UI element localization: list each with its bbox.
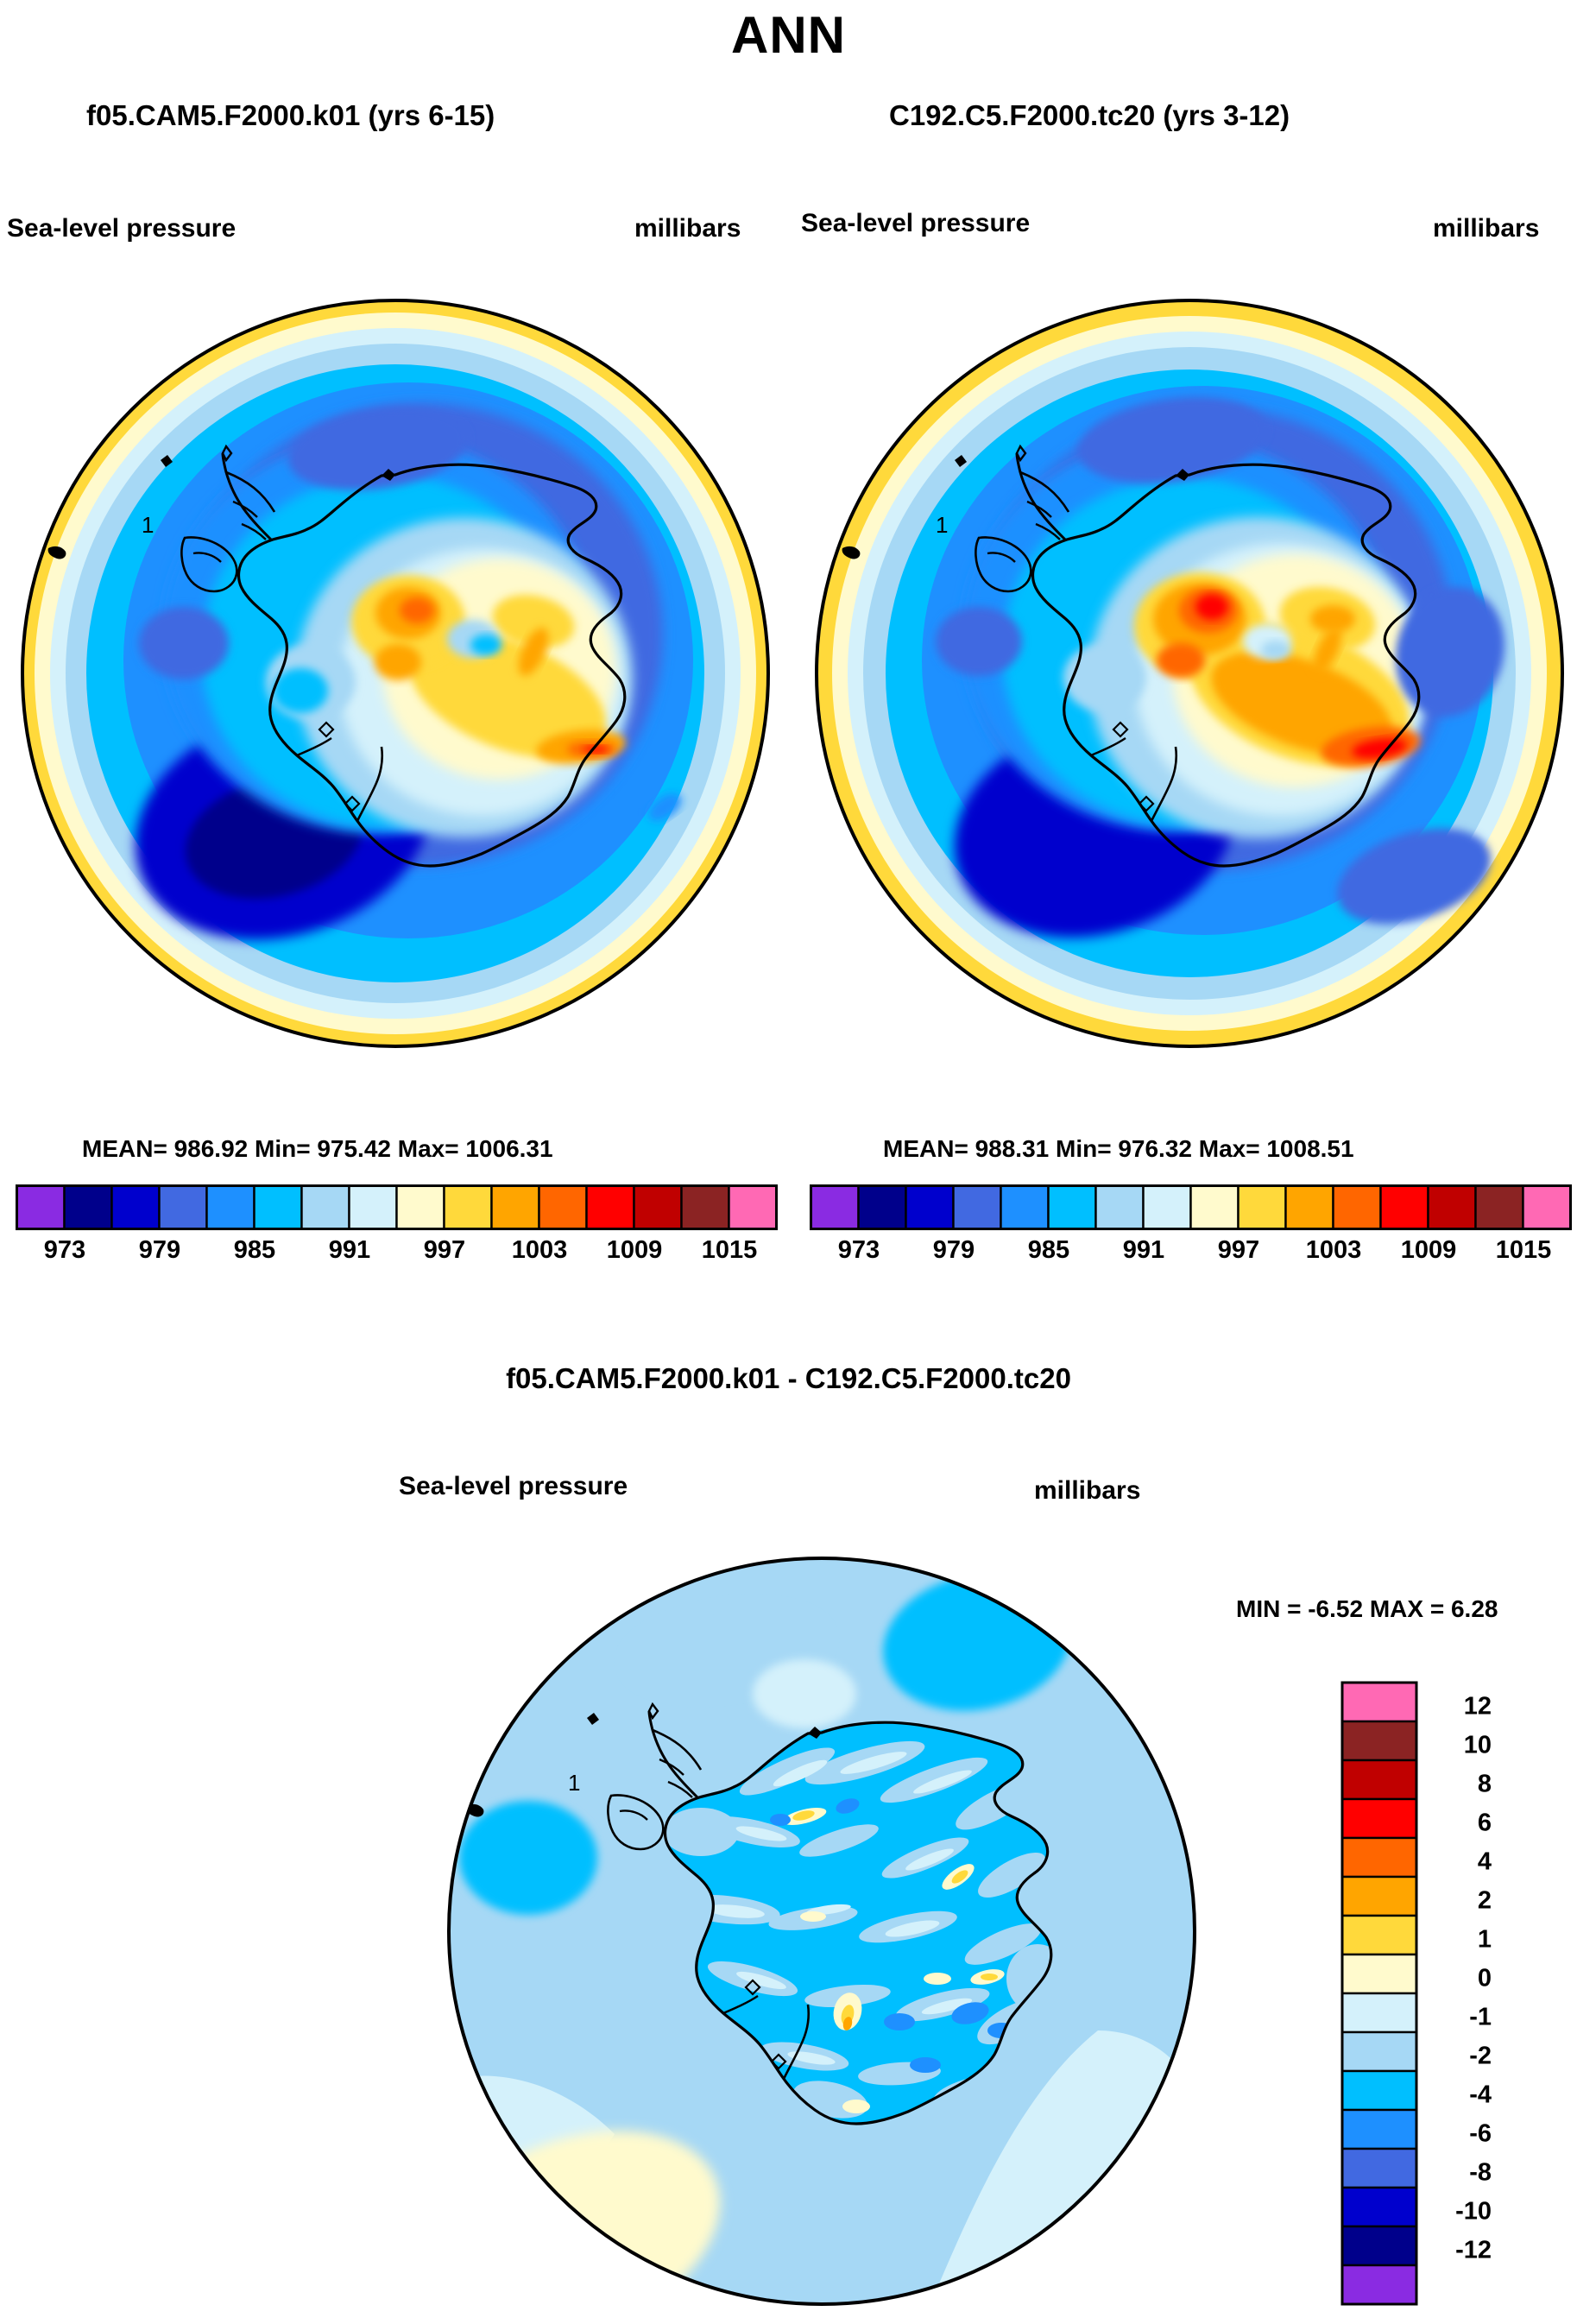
right-map-panel[interactable]: 1 xyxy=(810,289,1569,1058)
left-polar-map: 1 xyxy=(21,299,770,1048)
right-panel-title: C192.C5.F2000.tc20 (yrs 3-12) xyxy=(889,99,1290,131)
difference-panel-title: f05.CAM5.F2000.k01 - C192.C5.F2000.tc20 xyxy=(506,1362,1071,1394)
left-colorbar[interactable] xyxy=(16,1184,779,1233)
difference-colorbar[interactable] xyxy=(1340,1681,1420,2306)
colorbar-cells xyxy=(1340,1681,1418,2306)
vbar-tick: 8 xyxy=(1477,1770,1492,1798)
left-colorbar-ticks: 973 979 985 991 997 1003 1009 1015 xyxy=(16,1236,779,1274)
vbar-tick: -12 xyxy=(1455,2236,1492,2264)
left-field-label: Sea-level pressure xyxy=(7,214,237,243)
left-units-label: millibars xyxy=(634,214,741,243)
colorbar-cells xyxy=(16,1184,778,1230)
cbar-tick: 1009 xyxy=(606,1236,663,1264)
vbar-tick: 10 xyxy=(1463,1731,1492,1759)
right-polar-map: 1 xyxy=(815,299,1564,1048)
cbar-tick: 979 xyxy=(932,1236,975,1264)
cbar-tick: 991 xyxy=(1122,1236,1165,1264)
svg-text:1: 1 xyxy=(568,1770,580,1796)
vbar-tick: -8 xyxy=(1469,2158,1492,2187)
vbar-tick: -6 xyxy=(1469,2119,1492,2148)
vbar-tick: 6 xyxy=(1477,1809,1492,1837)
svg-text:1: 1 xyxy=(936,512,948,538)
cbar-tick: 1003 xyxy=(511,1236,568,1264)
difference-stats: MIN = -6.52 MAX = 6.28 xyxy=(1236,1595,1498,1622)
cbar-tick: 997 xyxy=(1217,1236,1260,1264)
right-stats: MEAN= 988.31 Min= 976.32 Max= 1008.51 xyxy=(883,1135,1354,1162)
cbar-tick: 1009 xyxy=(1400,1236,1457,1264)
cbar-tick: 991 xyxy=(328,1236,371,1264)
vbar-tick: 2 xyxy=(1477,1886,1492,1915)
cbar-tick: 973 xyxy=(43,1236,86,1264)
vbar-tick: 4 xyxy=(1477,1847,1492,1876)
vbar-tick: -10 xyxy=(1455,2197,1492,2226)
cbar-tick: 1003 xyxy=(1305,1236,1362,1264)
vbar-tick: -1 xyxy=(1469,2003,1492,2031)
difference-colorbar-ticks: 12 10 8 6 4 2 1 0 -1 -2 -4 -6 -8 -10 -12 xyxy=(1422,1681,1535,2306)
cbar-tick: 985 xyxy=(1027,1236,1070,1264)
difference-field-label: Sea-level pressure xyxy=(399,1472,628,1500)
cbar-tick: 985 xyxy=(233,1236,276,1264)
difference-colorbar-swatches xyxy=(1340,1681,1418,2306)
vbar-tick: -4 xyxy=(1469,2081,1492,2109)
right-colorbar-ticks: 973 979 985 991 997 1003 1009 1015 xyxy=(810,1236,1573,1274)
right-field-label: Sea-level pressure xyxy=(801,209,1031,237)
vbar-tick: 0 xyxy=(1477,1964,1492,1992)
figure-main-title: ANN xyxy=(731,6,846,64)
left-panel-title: f05.CAM5.F2000.k01 (yrs 6-15) xyxy=(86,99,495,131)
left-colorbar-swatches xyxy=(16,1184,778,1230)
difference-polar-map: 1 xyxy=(447,1557,1196,2306)
left-stats: MEAN= 986.92 Min= 975.42 Max= 1006.31 xyxy=(82,1135,553,1162)
right-colorbar[interactable] xyxy=(810,1184,1573,1233)
difference-map-panel[interactable]: 1 xyxy=(442,1547,1202,2315)
cbar-tick: 1015 xyxy=(701,1236,758,1264)
vbar-tick: -2 xyxy=(1469,2042,1492,2070)
cbar-tick: 997 xyxy=(423,1236,466,1264)
cbar-tick: 973 xyxy=(837,1236,880,1264)
right-colorbar-swatches xyxy=(810,1184,1572,1230)
right-units-label: millibars xyxy=(1433,214,1540,243)
svg-text:1: 1 xyxy=(142,512,154,538)
vbar-tick: 1 xyxy=(1477,1925,1492,1954)
colorbar-cells xyxy=(810,1184,1572,1230)
difference-units-label: millibars xyxy=(1034,1476,1141,1505)
cbar-tick: 979 xyxy=(138,1236,181,1264)
cbar-tick: 1015 xyxy=(1495,1236,1552,1264)
left-map-panel[interactable]: 1 xyxy=(16,289,775,1058)
vbar-tick: 12 xyxy=(1463,1692,1492,1721)
